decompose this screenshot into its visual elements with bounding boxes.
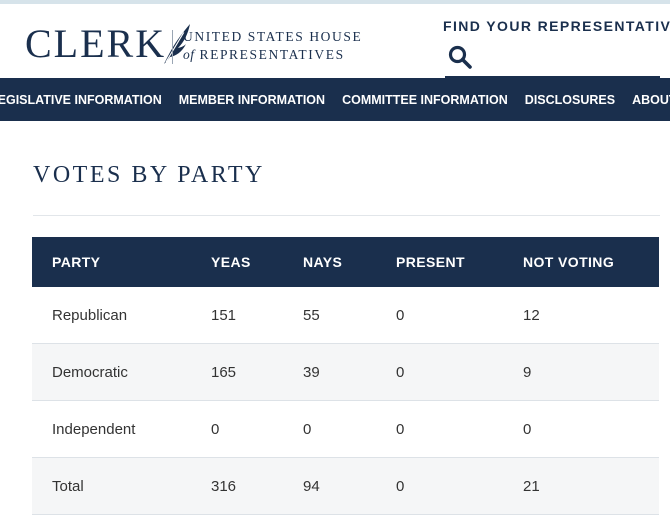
main-navigation-items: LEGISLATIVE INFORMATION MEMBER INFORMATI… xyxy=(0,78,670,121)
cell-present: 0 xyxy=(376,400,503,458)
cell-not-voting: 12 xyxy=(503,287,659,344)
top-accent-strip xyxy=(0,0,670,4)
cell-not-voting: 21 xyxy=(503,457,659,515)
table-row: Democratic 165 39 0 9 xyxy=(32,343,659,401)
clerk-logo[interactable]: CLERK xyxy=(25,22,192,66)
cell-nays: 55 xyxy=(283,287,376,344)
cell-party: Democratic xyxy=(32,343,191,401)
logo-subtitle-representatives: REPRESENTATIVES xyxy=(199,47,345,62)
nav-item-legislative-information[interactable]: LEGISLATIVE INFORMATION xyxy=(0,92,162,107)
table-row: Total 316 94 0 21 xyxy=(32,457,659,515)
nav-item-about-the-clerk[interactable]: ABOUT THE CLERK xyxy=(632,92,670,107)
column-header-present: PRESENT xyxy=(376,237,503,287)
search-icon[interactable] xyxy=(447,44,473,70)
title-divider xyxy=(33,215,660,216)
votes-by-party-table: PARTY YEAS NAYS PRESENT NOT VOTING Repub… xyxy=(32,237,659,515)
site-header: CLERK UNITED STATES HOUSE of REPRESENTAT… xyxy=(0,4,670,78)
table-row: Independent 0 0 0 0 xyxy=(32,400,659,458)
find-representative-label: FIND YOUR REPRESENTATIVE xyxy=(443,18,670,34)
cell-yeas: 151 xyxy=(191,287,283,344)
logo-subtitle-line1: UNITED STATES HOUSE xyxy=(183,29,363,44)
main-navigation: LEGISLATIVE INFORMATION MEMBER INFORMATI… xyxy=(0,78,670,121)
cell-nays: 0 xyxy=(283,400,376,458)
logo-subtitle-of: of xyxy=(183,47,195,62)
cell-nays: 94 xyxy=(283,457,376,515)
cell-yeas: 316 xyxy=(191,457,283,515)
cell-party: Total xyxy=(32,457,191,515)
cell-nays: 39 xyxy=(283,343,376,401)
quill-feather-icon xyxy=(164,24,191,64)
nav-item-committee-information[interactable]: COMMITTEE INFORMATION xyxy=(342,92,508,107)
logo-divider xyxy=(172,30,173,64)
column-header-yeas: YEAS xyxy=(191,237,283,287)
column-header-not-voting: NOT VOTING xyxy=(503,237,659,287)
logo-wordmark: CLERK xyxy=(25,21,167,66)
nav-item-disclosures[interactable]: DISCLOSURES xyxy=(524,92,616,107)
cell-present: 0 xyxy=(376,343,503,401)
cell-party: Independent xyxy=(32,400,191,458)
cell-present: 0 xyxy=(376,287,503,344)
column-header-nays: NAYS xyxy=(283,237,376,287)
table-header-row: PARTY YEAS NAYS PRESENT NOT VOTING xyxy=(32,237,659,287)
column-header-party: PARTY xyxy=(32,237,191,287)
cell-not-voting: 0 xyxy=(503,400,659,458)
cell-yeas: 0 xyxy=(191,400,283,458)
logo-subtitle-line2: of REPRESENTATIVES xyxy=(183,46,362,64)
cell-not-voting: 9 xyxy=(503,343,659,401)
cell-yeas: 165 xyxy=(191,343,283,401)
logo-subtitle: UNITED STATES HOUSE of REPRESENTATIVES xyxy=(183,28,362,64)
page-title: VOTES BY PARTY xyxy=(33,162,265,188)
cell-party: Republican xyxy=(32,287,191,344)
table-row: Republican 151 55 0 12 xyxy=(32,287,659,344)
representative-search-box xyxy=(445,40,660,78)
representative-search-input[interactable] xyxy=(479,44,659,72)
cell-present: 0 xyxy=(376,457,503,515)
nav-item-member-information[interactable]: MEMBER INFORMATION xyxy=(178,92,326,107)
